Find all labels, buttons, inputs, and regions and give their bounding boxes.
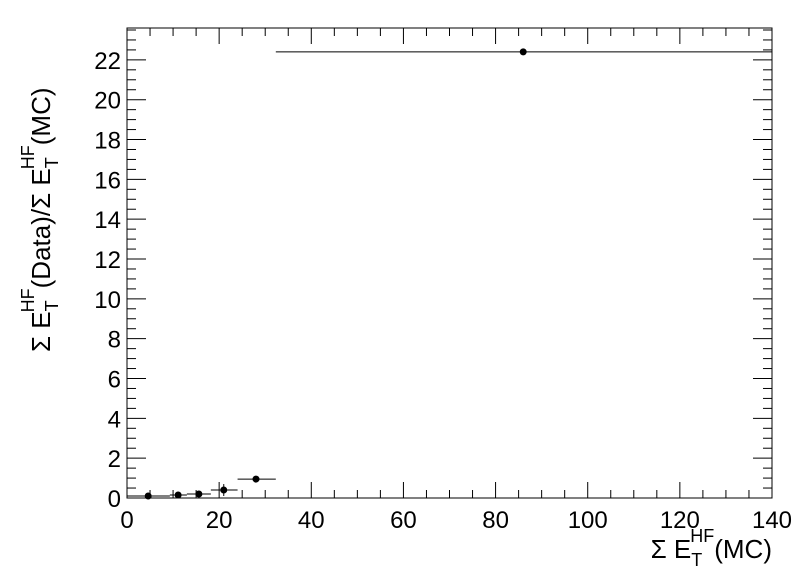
y-tick-label: 20: [94, 88, 121, 115]
y-tick-label: 4: [108, 406, 121, 433]
x-tick-label: 80: [482, 507, 509, 534]
data-point: [519, 48, 527, 56]
y-axis-label: Σ ETHF(Data)/Σ ETHF(MC): [18, 87, 62, 352]
data-point: [220, 486, 228, 494]
axis-ticks: 0 20 40 60 80 100 120 140 0 2 4 6 8 10 12 14 16 18 20 22: [94, 28, 792, 534]
y-tick-label: 18: [94, 128, 121, 155]
x-tick-label: 100: [568, 507, 608, 534]
data-point: [174, 491, 182, 499]
y-tick-label: 10: [94, 287, 121, 314]
x-tick-label: 0: [120, 507, 133, 534]
x-tick-label: 60: [390, 507, 417, 534]
y-tick-label: 12: [94, 247, 121, 274]
x-tick-label: 40: [298, 507, 325, 534]
y-tick-label: 16: [94, 167, 121, 194]
data-point: [144, 492, 152, 500]
y-tick-label: 6: [108, 367, 121, 394]
y-tick-label: 2: [108, 446, 121, 473]
data-point: [195, 490, 203, 498]
data-point: [252, 475, 260, 483]
plot-frame: [126, 27, 773, 499]
y-tick-label: 0: [108, 486, 121, 513]
x-tick-label: 140: [752, 507, 792, 534]
y-tick-label: 14: [94, 207, 121, 234]
x-tick-label: 20: [206, 507, 233, 534]
data-points: [127, 48, 772, 500]
y-tick-label: 22: [94, 48, 121, 75]
x-axis-label: Σ ETHF(MC): [651, 526, 772, 570]
x-tick-label: 120: [660, 507, 700, 534]
y-tick-label: 8: [108, 327, 121, 354]
